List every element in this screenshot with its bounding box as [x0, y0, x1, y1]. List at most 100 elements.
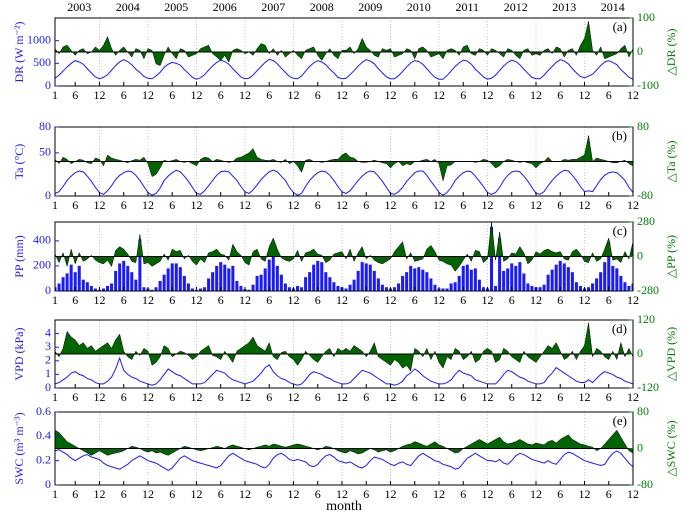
x-tick-label: 12	[578, 390, 590, 404]
bar	[453, 282, 457, 291]
y-tick-label: 1000	[27, 32, 51, 46]
x-tick-label: 6	[606, 487, 612, 501]
y2-tick-label: 80	[637, 404, 649, 418]
bar	[207, 278, 211, 291]
y-tick-label: 1	[45, 366, 51, 380]
bar	[130, 272, 134, 291]
bar	[558, 260, 562, 291]
x-tick-label: 6	[266, 293, 272, 307]
x-tick-label: 12	[384, 198, 396, 212]
x-tick-label: 12	[530, 88, 542, 102]
y-axis-title: DR (W m⁻²)	[12, 21, 26, 82]
x-tick-label: 6	[460, 88, 466, 102]
x-tick-label: 6	[218, 198, 224, 212]
y-tick-label: 0	[45, 477, 51, 491]
x-tick-label: 6	[606, 88, 612, 102]
x-tick-label: 12	[190, 88, 202, 102]
x-tick-label: 6	[72, 390, 78, 404]
bar	[457, 275, 461, 291]
y-tick-label: 0.2	[36, 452, 51, 466]
x-tick-label: 12	[190, 293, 202, 307]
bar	[336, 285, 340, 291]
bar	[283, 283, 287, 291]
bar	[170, 263, 174, 291]
y-tick-label: 2	[45, 353, 51, 367]
bar	[473, 268, 477, 291]
y2-tick-label: 0	[637, 44, 643, 58]
bar	[477, 279, 481, 291]
bar	[251, 284, 255, 291]
bar	[320, 262, 324, 291]
x-tick-label: 12	[287, 487, 299, 501]
x-tick-label: 12	[336, 293, 348, 307]
line	[55, 449, 633, 471]
x-tick-label: 6	[72, 487, 78, 501]
y2-axis-title: △SWC (%)	[664, 420, 678, 476]
bar	[372, 270, 376, 291]
year-label: 2008	[310, 0, 334, 14]
bar	[158, 280, 162, 291]
x-tick-label: 1	[52, 293, 58, 307]
bar	[259, 274, 263, 291]
bar	[611, 265, 615, 291]
bar	[530, 285, 534, 291]
bar	[623, 282, 627, 291]
bar	[393, 287, 397, 291]
y-axis-title: VPD (kPa)	[12, 327, 26, 380]
y2-tick-label: -100	[637, 78, 659, 92]
bar	[255, 275, 259, 291]
x-tick-label: 6	[169, 88, 175, 102]
x-tick-label: 12	[142, 88, 154, 102]
bar	[562, 263, 566, 291]
x-tick-label: 12	[142, 293, 154, 307]
bar	[352, 279, 356, 291]
x-tick-label: 12	[336, 198, 348, 212]
bar	[409, 265, 413, 291]
bar	[587, 287, 591, 291]
x-tick-label: 12	[627, 487, 639, 501]
x-tick-label: 6	[266, 198, 272, 212]
x-tick-label: 1	[52, 390, 58, 404]
x-tick-label: 12	[287, 198, 299, 212]
y-tick-label: 200	[33, 258, 51, 272]
year-label: 2012	[504, 0, 528, 14]
x-tick-label: 6	[509, 293, 515, 307]
bar	[526, 283, 530, 291]
x-tick-label: 12	[239, 487, 251, 501]
y2-tick-label: 120	[637, 312, 655, 326]
bar	[263, 268, 267, 291]
x-tick-label: 6	[315, 390, 321, 404]
bar	[235, 280, 239, 291]
x-tick-label: 12	[530, 390, 542, 404]
bar	[231, 265, 235, 291]
x-tick-label: 6	[557, 198, 563, 212]
x-tick-label: 12	[530, 487, 542, 501]
bar	[190, 288, 194, 291]
x-tick-label: 12	[433, 487, 445, 501]
x-tick-label: 6	[315, 293, 321, 307]
panel-label: (d)	[612, 321, 627, 336]
bar	[122, 260, 126, 291]
x-tick-label: 12	[481, 487, 493, 501]
bar	[615, 268, 619, 291]
bar	[595, 278, 599, 291]
x-tick-label: 12	[239, 390, 251, 404]
bar	[364, 263, 368, 291]
bar	[441, 288, 445, 291]
bar	[138, 239, 142, 291]
bar	[312, 264, 316, 291]
y2-tick-label: -280	[637, 283, 659, 297]
x-tick-label: 12	[481, 198, 493, 212]
y-tick-label: 0	[45, 380, 51, 394]
bar	[227, 268, 231, 291]
bar	[554, 264, 558, 291]
x-tick-label: 6	[557, 293, 563, 307]
line	[55, 169, 633, 196]
bar	[514, 265, 518, 291]
x-tick-label: 12	[384, 390, 396, 404]
y-tick-label: 500	[33, 55, 51, 69]
bar	[89, 285, 93, 291]
x-tick-label: 6	[121, 293, 127, 307]
x-tick-label: 12	[530, 198, 542, 212]
